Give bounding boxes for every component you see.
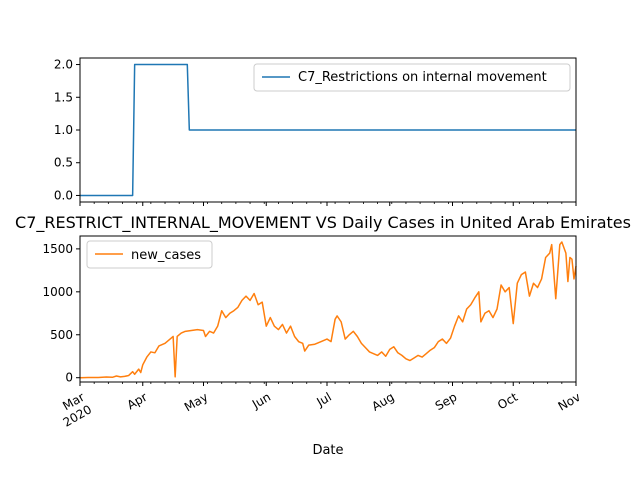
bottom-legend-label: new_cases: [131, 248, 201, 263]
x-axis-label: Date: [312, 443, 343, 458]
y-tick-label: 1.0: [54, 123, 73, 137]
y-tick-label: 2.0: [54, 58, 73, 72]
bottom-plot-lines: [79, 241, 577, 379]
top-y-axis-ticks: 0.0 0.5 1.0 1.5 2.0: [54, 58, 80, 202]
x-tick-label: Jul: [313, 390, 333, 410]
y-tick-label: 0.0: [54, 188, 73, 202]
top-legend: C7_Restrictions on internal movement: [253, 63, 571, 92]
y-tick-label: 0: [65, 371, 73, 385]
bottom-legend: new_cases: [86, 240, 213, 269]
top-subplot: 0.0 0.5 1.0 1.5 2.0 C7_Restrictions on inter…: [54, 57, 577, 206]
series-line-0: [80, 63, 576, 197]
y-tick-label: 0.5: [54, 156, 73, 170]
bottom-legend-box: [86, 240, 213, 269]
y-tick-label: 1000: [42, 285, 73, 299]
bottom-chart-title: C7_RESTRICT_INTERNAL_MOVEMENT VS Daily C…: [15, 213, 631, 233]
top-legend-box: [253, 63, 571, 92]
y-tick-label: 500: [50, 328, 73, 342]
y-tick-label: 1.5: [54, 90, 73, 104]
bottom-y-axis-ticks: 0 500 1000 1500: [42, 242, 80, 385]
top-plot-lines: [80, 63, 576, 197]
top-x-axis-ticks: [79, 202, 577, 206]
y-tick-label: 1500: [42, 242, 73, 256]
series-line-0: [79, 241, 577, 379]
top-legend-label: C7_Restrictions on internal movement: [298, 70, 547, 85]
bottom-plot-frame: [79, 235, 577, 383]
